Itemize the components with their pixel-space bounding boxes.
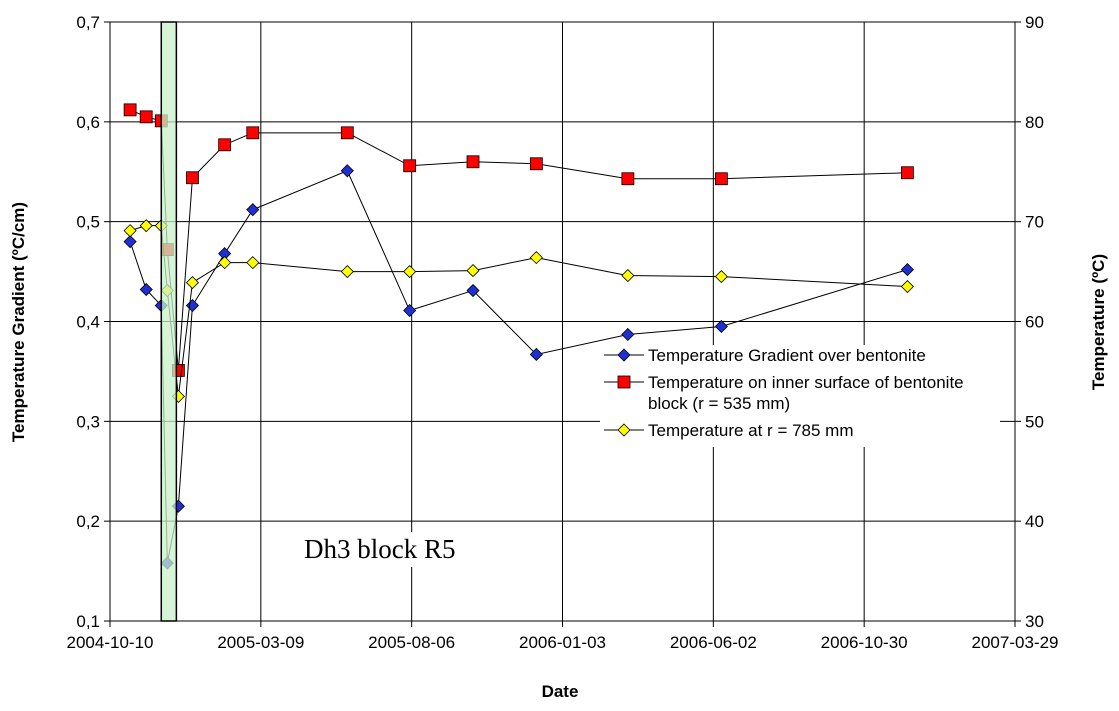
legend-marker [617, 375, 631, 389]
marker [403, 303, 417, 318]
marker [529, 251, 543, 265]
y-tick-label: 0,7 [76, 13, 100, 32]
marker [123, 103, 137, 117]
marker [340, 126, 354, 140]
legend-label: Temperature on inner surface of bentonit… [648, 373, 964, 413]
marker [466, 264, 480, 278]
marker [246, 203, 260, 217]
y2-tick-label: 40 [1025, 512, 1044, 531]
marker [123, 224, 137, 238]
marker [901, 166, 914, 180]
marker [466, 283, 480, 298]
y-axis-label: Temperature Gradient (ºC/cm) [9, 202, 28, 442]
y-tick-label: 0,2 [76, 512, 100, 531]
y2-axis-label: Temperature (ºC) [1089, 254, 1108, 390]
legend-label: Temperature Gradient over bentonite [648, 346, 926, 365]
marker [246, 126, 260, 140]
y2-tick-label: 60 [1025, 313, 1044, 332]
y2-tick-label: 30 [1025, 612, 1044, 631]
marker [246, 256, 260, 270]
marker [185, 298, 200, 313]
y-tick-label: 0,6 [76, 113, 100, 132]
y2-tick-label: 70 [1025, 213, 1044, 232]
marker [621, 327, 635, 342]
y-tick-label: 0,5 [76, 213, 100, 232]
legend-item: Temperature at r = 785 mm [600, 420, 1000, 441]
marker [900, 263, 914, 277]
legend-marker [617, 348, 631, 362]
x-tick-label: 2006-01-03 [519, 633, 606, 652]
x-tick-label: 2006-06-02 [670, 633, 757, 652]
marker [185, 275, 200, 290]
legend-label: Temperature at r = 785 mm [648, 421, 854, 440]
marker [529, 157, 543, 171]
marker [186, 171, 199, 185]
shaded-range [160, 21, 178, 622]
marker [218, 138, 232, 152]
marker [403, 265, 417, 279]
marker [123, 235, 137, 249]
marker [340, 164, 354, 178]
marker [714, 319, 728, 334]
plot-border [109, 21, 1016, 622]
legend-item: Temperature on inner surface of bentonit… [600, 372, 1000, 414]
marker [139, 219, 153, 233]
legend-icon [604, 423, 644, 437]
legend-item: Temperature Gradient over bentonite [600, 345, 1000, 366]
marker [139, 282, 153, 297]
x-tick-label: 2005-08-06 [368, 633, 455, 652]
legend-icon [604, 375, 644, 389]
x-tick-label: 2005-03-09 [217, 633, 304, 652]
marker [218, 256, 232, 270]
marker [900, 279, 914, 294]
legend-icon [604, 348, 644, 362]
legend-marker [617, 423, 631, 437]
marker [403, 159, 417, 173]
marker [714, 172, 728, 186]
y-tick-label: 0,4 [76, 313, 100, 332]
y2-tick-label: 80 [1025, 113, 1044, 132]
marker [340, 265, 354, 279]
marker [466, 155, 480, 169]
x-tick-label: 2007-03-29 [972, 633, 1059, 652]
x-tick-label: 2004-10-10 [67, 633, 154, 652]
x-axis-label: Date [542, 682, 579, 701]
marker [621, 269, 635, 283]
marker [529, 347, 543, 362]
y2-tick-label: 90 [1025, 13, 1044, 32]
marker [139, 110, 153, 124]
y2-tick-label: 50 [1025, 412, 1044, 431]
y-tick-label: 0,1 [76, 612, 100, 631]
marker [714, 270, 728, 284]
y-tick-label: 0,3 [76, 412, 100, 431]
legend: Temperature Gradient over bentonite Tempe… [600, 345, 1000, 447]
x-tick-label: 2006-10-30 [821, 633, 908, 652]
marker [621, 172, 635, 186]
annotation: Dh3 block R5 [300, 532, 460, 567]
series-line [129, 109, 908, 371]
